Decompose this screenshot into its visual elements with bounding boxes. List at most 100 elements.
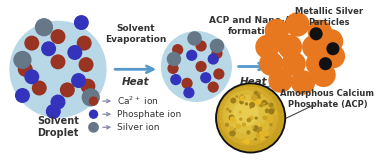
Circle shape: [319, 57, 332, 70]
Circle shape: [229, 130, 236, 136]
Circle shape: [254, 98, 258, 102]
Text: Heat: Heat: [240, 77, 267, 87]
Circle shape: [186, 50, 197, 61]
Circle shape: [263, 131, 270, 137]
Circle shape: [217, 84, 284, 152]
Circle shape: [265, 109, 270, 113]
Circle shape: [167, 52, 180, 66]
Circle shape: [82, 89, 99, 106]
Circle shape: [265, 109, 269, 113]
Circle shape: [46, 104, 61, 119]
Circle shape: [272, 110, 277, 115]
Circle shape: [246, 130, 251, 134]
Circle shape: [251, 94, 257, 101]
Circle shape: [254, 94, 257, 96]
Circle shape: [236, 124, 241, 128]
Circle shape: [244, 139, 250, 144]
Text: Silver ion: Silver ion: [117, 123, 160, 132]
Circle shape: [278, 35, 302, 59]
Circle shape: [195, 61, 207, 72]
Circle shape: [259, 51, 284, 76]
Circle shape: [269, 123, 273, 126]
Circle shape: [268, 68, 293, 93]
Circle shape: [51, 95, 65, 110]
Circle shape: [74, 15, 89, 30]
Circle shape: [265, 19, 289, 43]
Circle shape: [18, 62, 33, 77]
Circle shape: [227, 95, 266, 134]
Circle shape: [266, 102, 269, 105]
Circle shape: [239, 118, 242, 121]
Circle shape: [200, 72, 211, 83]
Circle shape: [249, 116, 254, 121]
Circle shape: [225, 123, 229, 127]
Circle shape: [241, 96, 246, 101]
Circle shape: [60, 82, 75, 97]
Circle shape: [250, 99, 256, 105]
Circle shape: [51, 29, 65, 44]
Circle shape: [71, 73, 86, 88]
Circle shape: [79, 57, 93, 72]
Text: Heat: Heat: [122, 77, 149, 87]
Circle shape: [236, 124, 241, 128]
Circle shape: [246, 118, 251, 122]
Circle shape: [240, 94, 244, 98]
Circle shape: [259, 102, 264, 107]
Circle shape: [240, 96, 243, 100]
Circle shape: [89, 123, 98, 132]
Circle shape: [302, 35, 326, 59]
Circle shape: [255, 98, 261, 105]
Circle shape: [14, 51, 31, 68]
Circle shape: [81, 79, 95, 94]
Circle shape: [230, 98, 236, 103]
Circle shape: [161, 31, 232, 102]
Circle shape: [24, 36, 39, 51]
Circle shape: [242, 138, 246, 143]
Circle shape: [249, 107, 251, 109]
Circle shape: [255, 94, 261, 100]
Circle shape: [181, 78, 193, 89]
Circle shape: [256, 133, 260, 138]
Circle shape: [253, 125, 259, 132]
Circle shape: [89, 110, 98, 119]
Circle shape: [242, 123, 246, 127]
Circle shape: [306, 51, 330, 76]
Circle shape: [229, 126, 234, 131]
Circle shape: [9, 21, 107, 118]
Circle shape: [254, 138, 257, 141]
Circle shape: [256, 135, 259, 138]
Circle shape: [255, 35, 280, 59]
Text: Metallic Silver
Particles: Metallic Silver Particles: [295, 7, 363, 27]
Circle shape: [310, 27, 323, 40]
Circle shape: [254, 91, 259, 96]
Circle shape: [260, 128, 262, 131]
Circle shape: [67, 45, 82, 60]
Circle shape: [228, 115, 235, 121]
Circle shape: [183, 87, 195, 98]
Circle shape: [291, 70, 315, 95]
Circle shape: [195, 40, 207, 51]
Circle shape: [285, 12, 310, 37]
Circle shape: [257, 129, 262, 134]
Circle shape: [243, 96, 245, 98]
Circle shape: [188, 32, 201, 45]
Circle shape: [211, 48, 223, 59]
Circle shape: [233, 101, 259, 126]
Circle shape: [208, 53, 219, 65]
Circle shape: [215, 82, 286, 154]
Circle shape: [256, 100, 260, 103]
Circle shape: [235, 95, 238, 98]
Text: Phosphate ion: Phosphate ion: [117, 110, 181, 119]
Circle shape: [229, 110, 232, 113]
Circle shape: [259, 131, 263, 135]
Circle shape: [223, 90, 273, 140]
Text: ACP and Nano-Ag
formation: ACP and Nano-Ag formation: [209, 16, 298, 36]
Circle shape: [213, 68, 225, 80]
Circle shape: [219, 86, 278, 146]
Circle shape: [239, 111, 242, 114]
Circle shape: [254, 116, 258, 120]
Circle shape: [239, 96, 243, 100]
Circle shape: [24, 69, 39, 84]
Circle shape: [239, 100, 244, 104]
Circle shape: [51, 54, 65, 69]
